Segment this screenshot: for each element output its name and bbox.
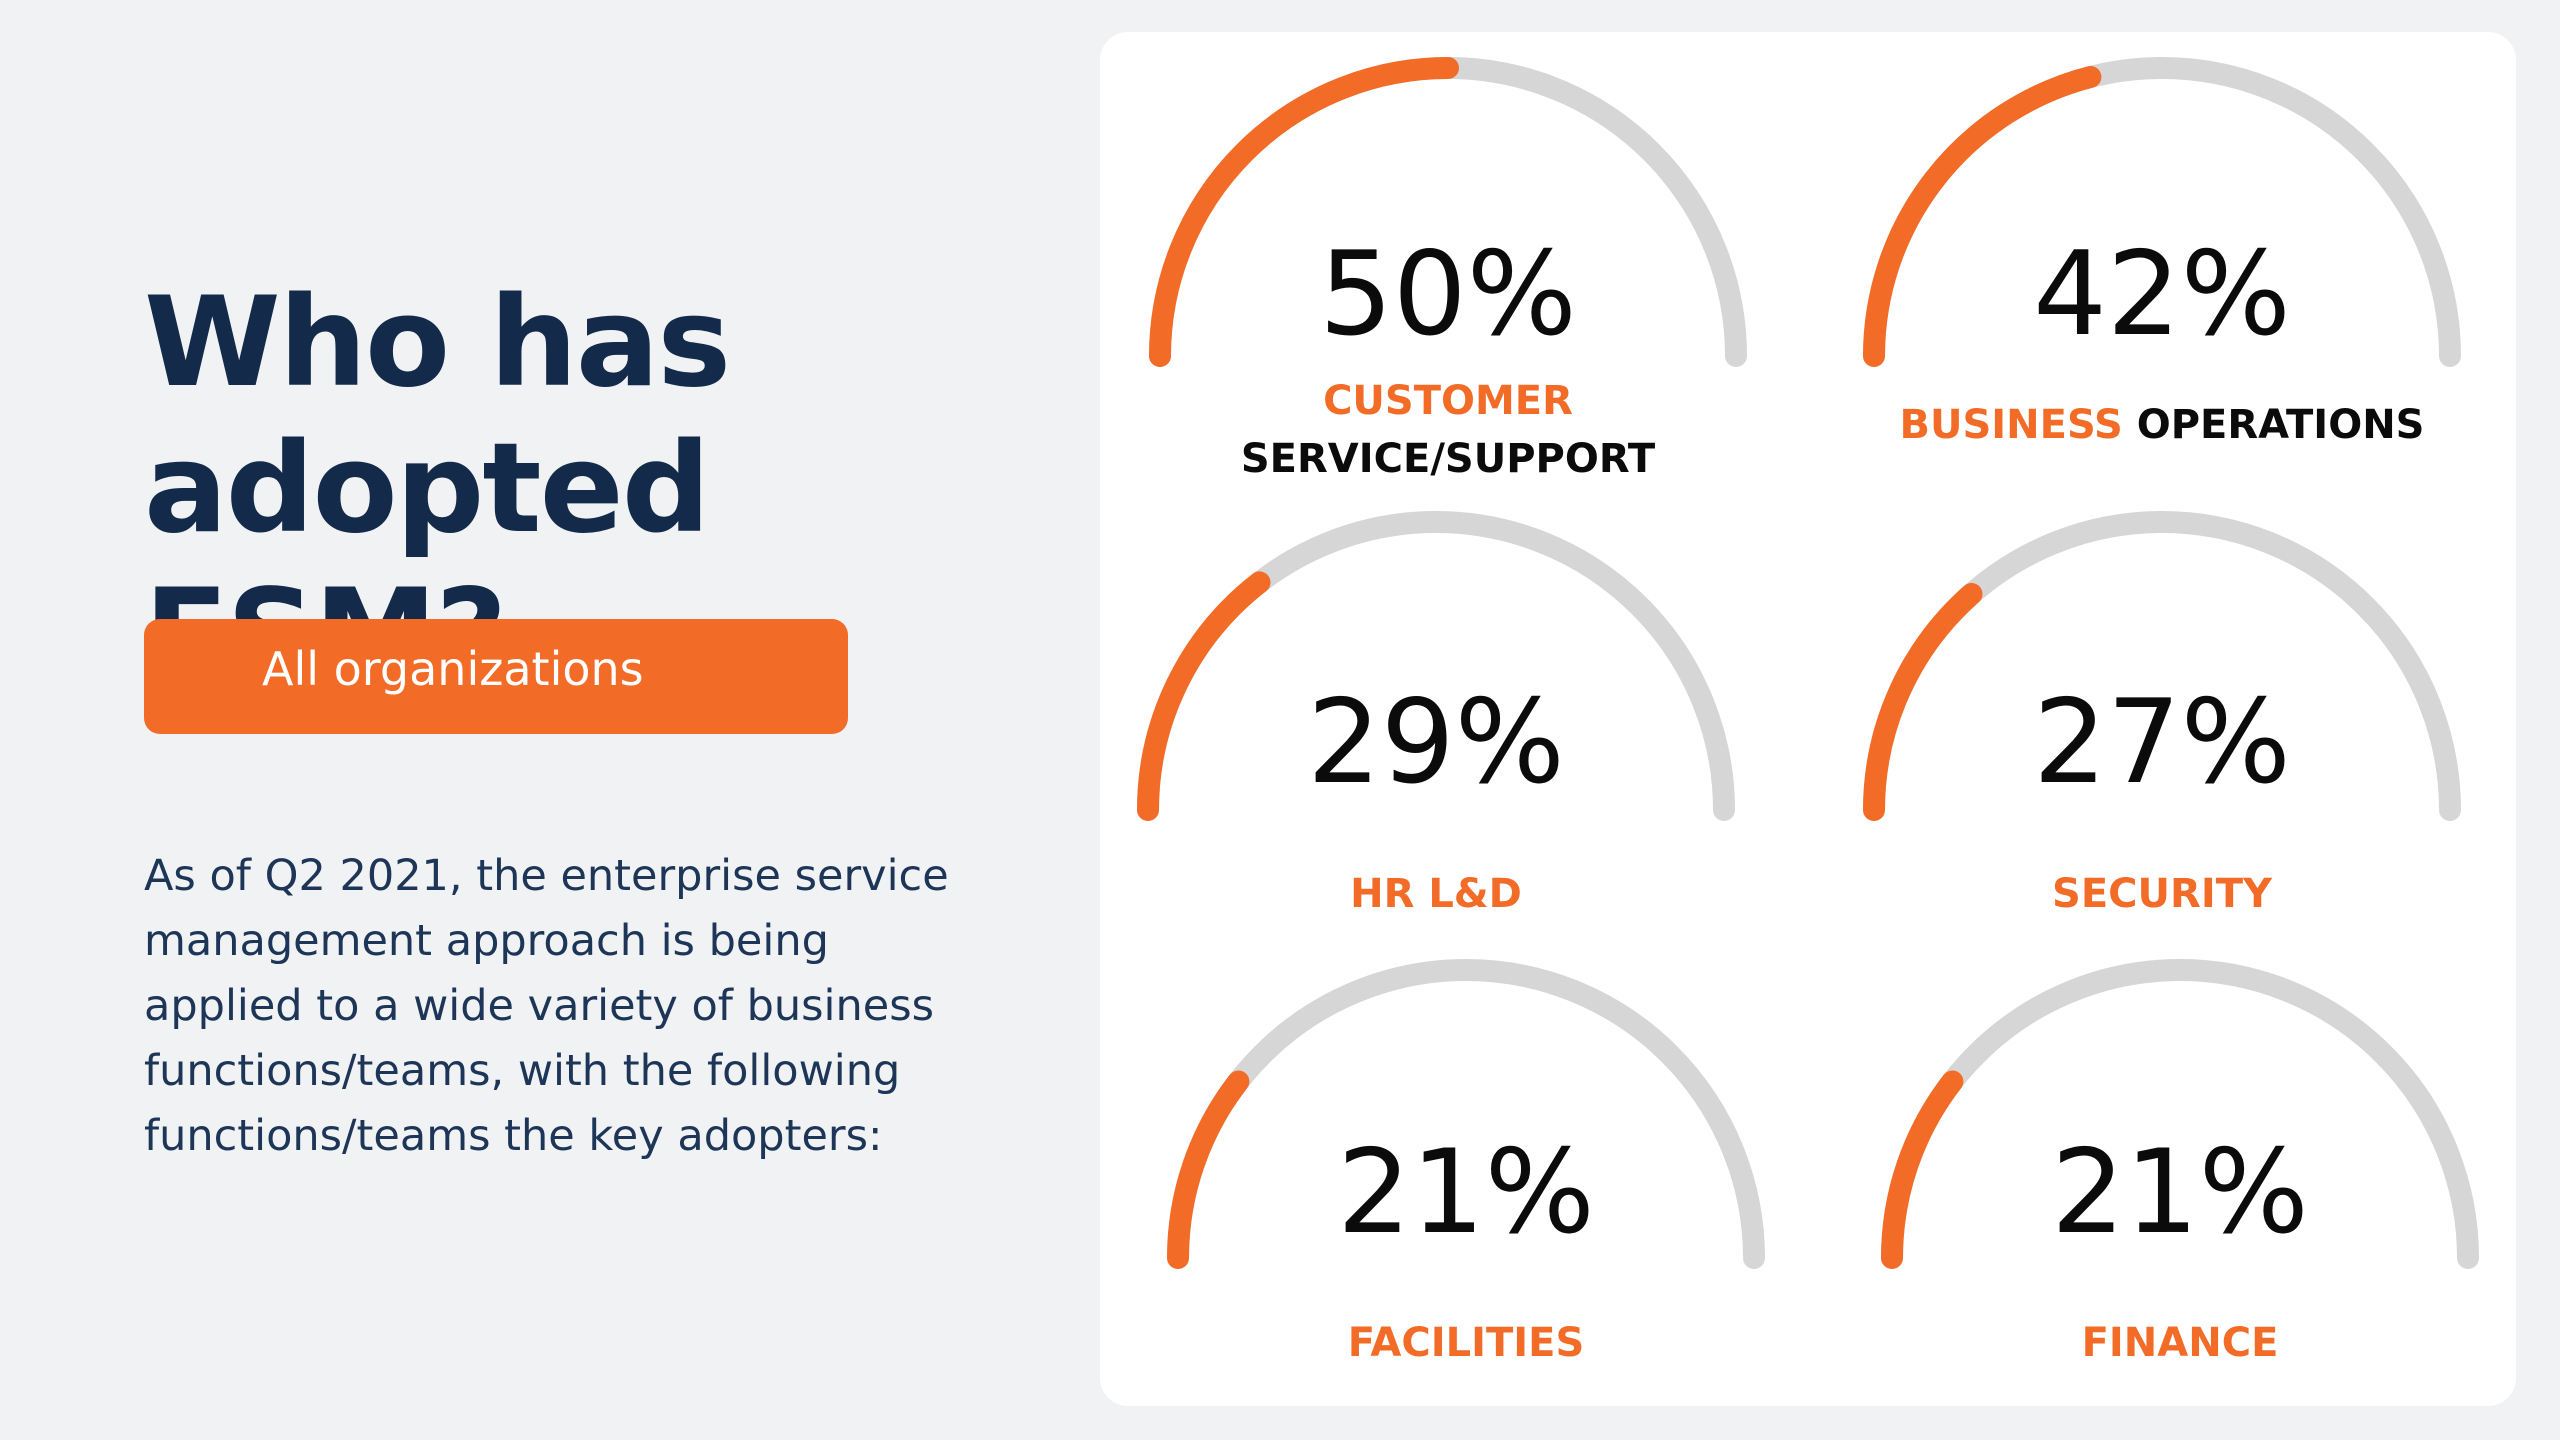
intro-line: functions/teams the key adopters: [144, 1111, 883, 1161]
gauge-value-arc [1881, 1070, 1964, 1269]
gauge-value-text: 50% [1319, 227, 1577, 362]
gauge-2: 42% BUSINESS OPERATIONS [1863, 57, 2461, 448]
intro-line: applied to a wide variety of business [144, 981, 935, 1031]
gauge-4: 27% SECURITY [1863, 511, 2461, 917]
gauge-value-text: 27% [2033, 675, 2291, 810]
title-line-1: Who has [144, 271, 731, 415]
gauge-value-text: 29% [1307, 675, 1565, 810]
gauge-value-text: 21% [1337, 1125, 1595, 1260]
gauge-value-text: 21% [2051, 1125, 2309, 1260]
gauge-label: CUSTOMER [1323, 378, 1573, 424]
gauge-value-arc [1863, 66, 2102, 367]
gauge-value-arc [1167, 1070, 1250, 1269]
gauge-value-arc [1863, 583, 1983, 821]
gauge-6: 21% FINANCE [1881, 959, 2479, 1366]
gauge-5: 21% FACILITIES [1167, 959, 1765, 1366]
gauge-label: HR L&D [1350, 871, 1522, 917]
intro-line: functions/teams, with the following [144, 1046, 901, 1096]
gauge-label-part: OPERATIONS [2123, 402, 2425, 448]
gauge-3: 29% HR L&D [1137, 511, 1735, 917]
gauge-value-arc [1149, 57, 1459, 367]
gauge-value-text: 42% [2033, 227, 2291, 362]
filter-button-label: All organizations [262, 642, 644, 696]
gauge-label: BUSINESS OPERATIONS [1900, 402, 2425, 448]
gauge-label: FACILITIES [1348, 1320, 1585, 1366]
gauge-label-part: BUSINESS [1900, 402, 2123, 448]
gauge-value-arc [1137, 571, 1271, 821]
intro-paragraph: As of Q2 2021, the enterprise service ma… [144, 844, 1004, 1169]
gauge-label: FINANCE [2082, 1320, 2279, 1366]
intro-line: management approach is being [144, 916, 829, 966]
gauge-card [1100, 32, 2516, 1406]
gauge-1: 50% CUSTOMER SERVICE/SUPPORT [1149, 57, 1747, 482]
all-organizations-button[interactable]: All organizations [144, 619, 848, 734]
intro-line: As of Q2 2021, the enterprise service [144, 851, 949, 901]
gauge-label: SECURITY [2052, 871, 2273, 917]
gauge-label: SERVICE/SUPPORT [1241, 436, 1656, 482]
